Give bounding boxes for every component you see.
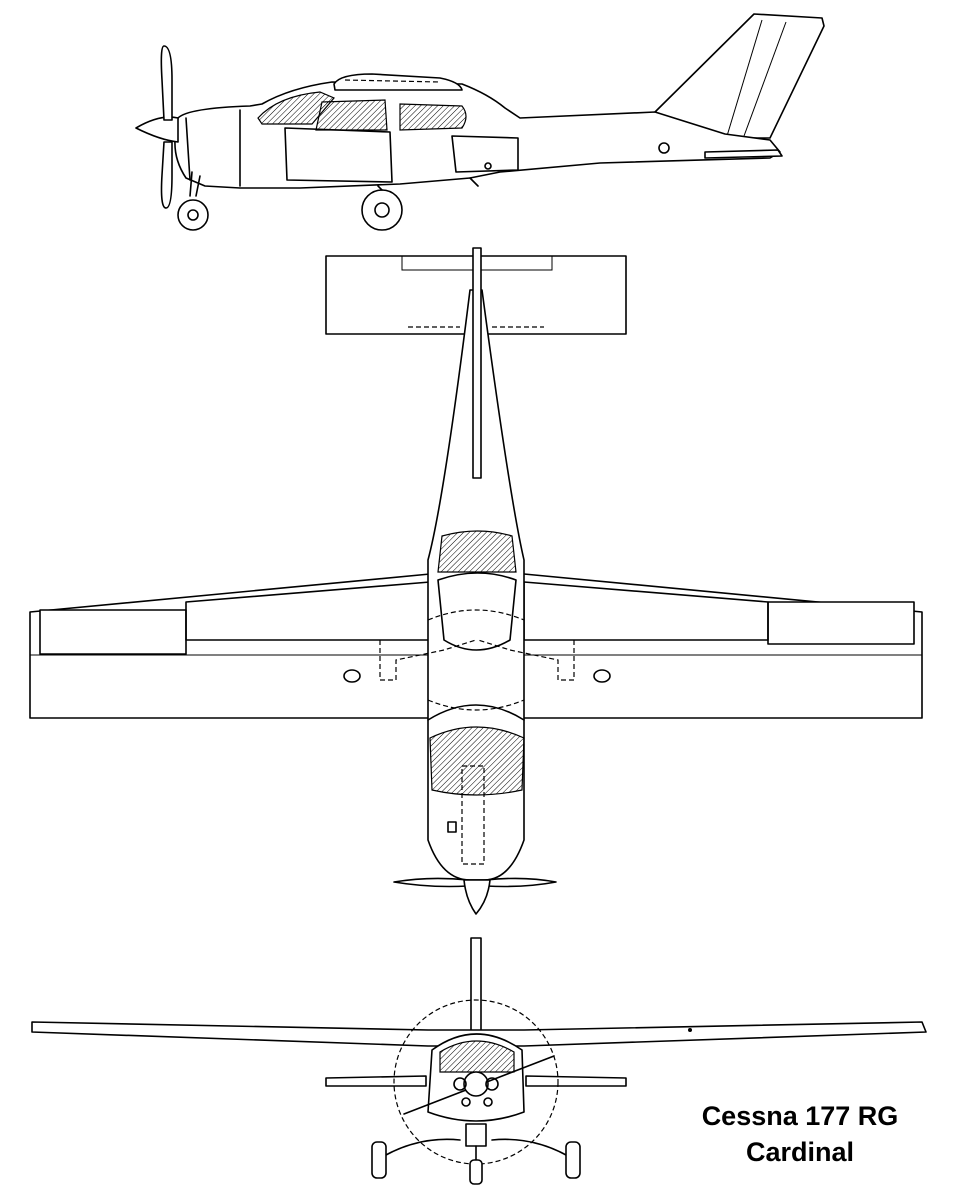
- top-rear-window: [438, 531, 516, 572]
- top-fin: [473, 248, 481, 478]
- front-main-gear: [384, 1139, 568, 1156]
- front-stabilizer: [326, 1076, 626, 1086]
- side-spinner: [136, 117, 178, 142]
- side-horizontal-stabilizer: [705, 150, 782, 158]
- top-view: [30, 248, 922, 914]
- side-window-front: [316, 100, 387, 130]
- side-window-rear: [400, 104, 466, 130]
- side-door: [285, 128, 392, 182]
- top-spinner: [464, 880, 490, 914]
- side-baggage-door: [452, 136, 518, 172]
- top-left-aileron: [40, 610, 186, 654]
- top-right-aileron: [768, 602, 914, 644]
- caption-model: Cessna 177 RG: [701, 1101, 899, 1131]
- front-windshield: [440, 1041, 514, 1072]
- side-nose-wheel: [178, 200, 208, 230]
- front-fin: [471, 938, 481, 1032]
- side-main-wheel: [362, 190, 402, 230]
- side-nose-gear-strut: [190, 172, 200, 196]
- side-canopy: [334, 74, 462, 90]
- top-gear-wells: [380, 640, 574, 680]
- top-windshield: [430, 727, 524, 795]
- side-propeller: [161, 46, 172, 120]
- caption-name: Cardinal: [745, 1137, 855, 1167]
- side-static-port: [659, 143, 669, 153]
- side-view: [136, 14, 824, 230]
- front-nose-gear: [466, 1124, 486, 1146]
- front-view: [32, 938, 926, 1184]
